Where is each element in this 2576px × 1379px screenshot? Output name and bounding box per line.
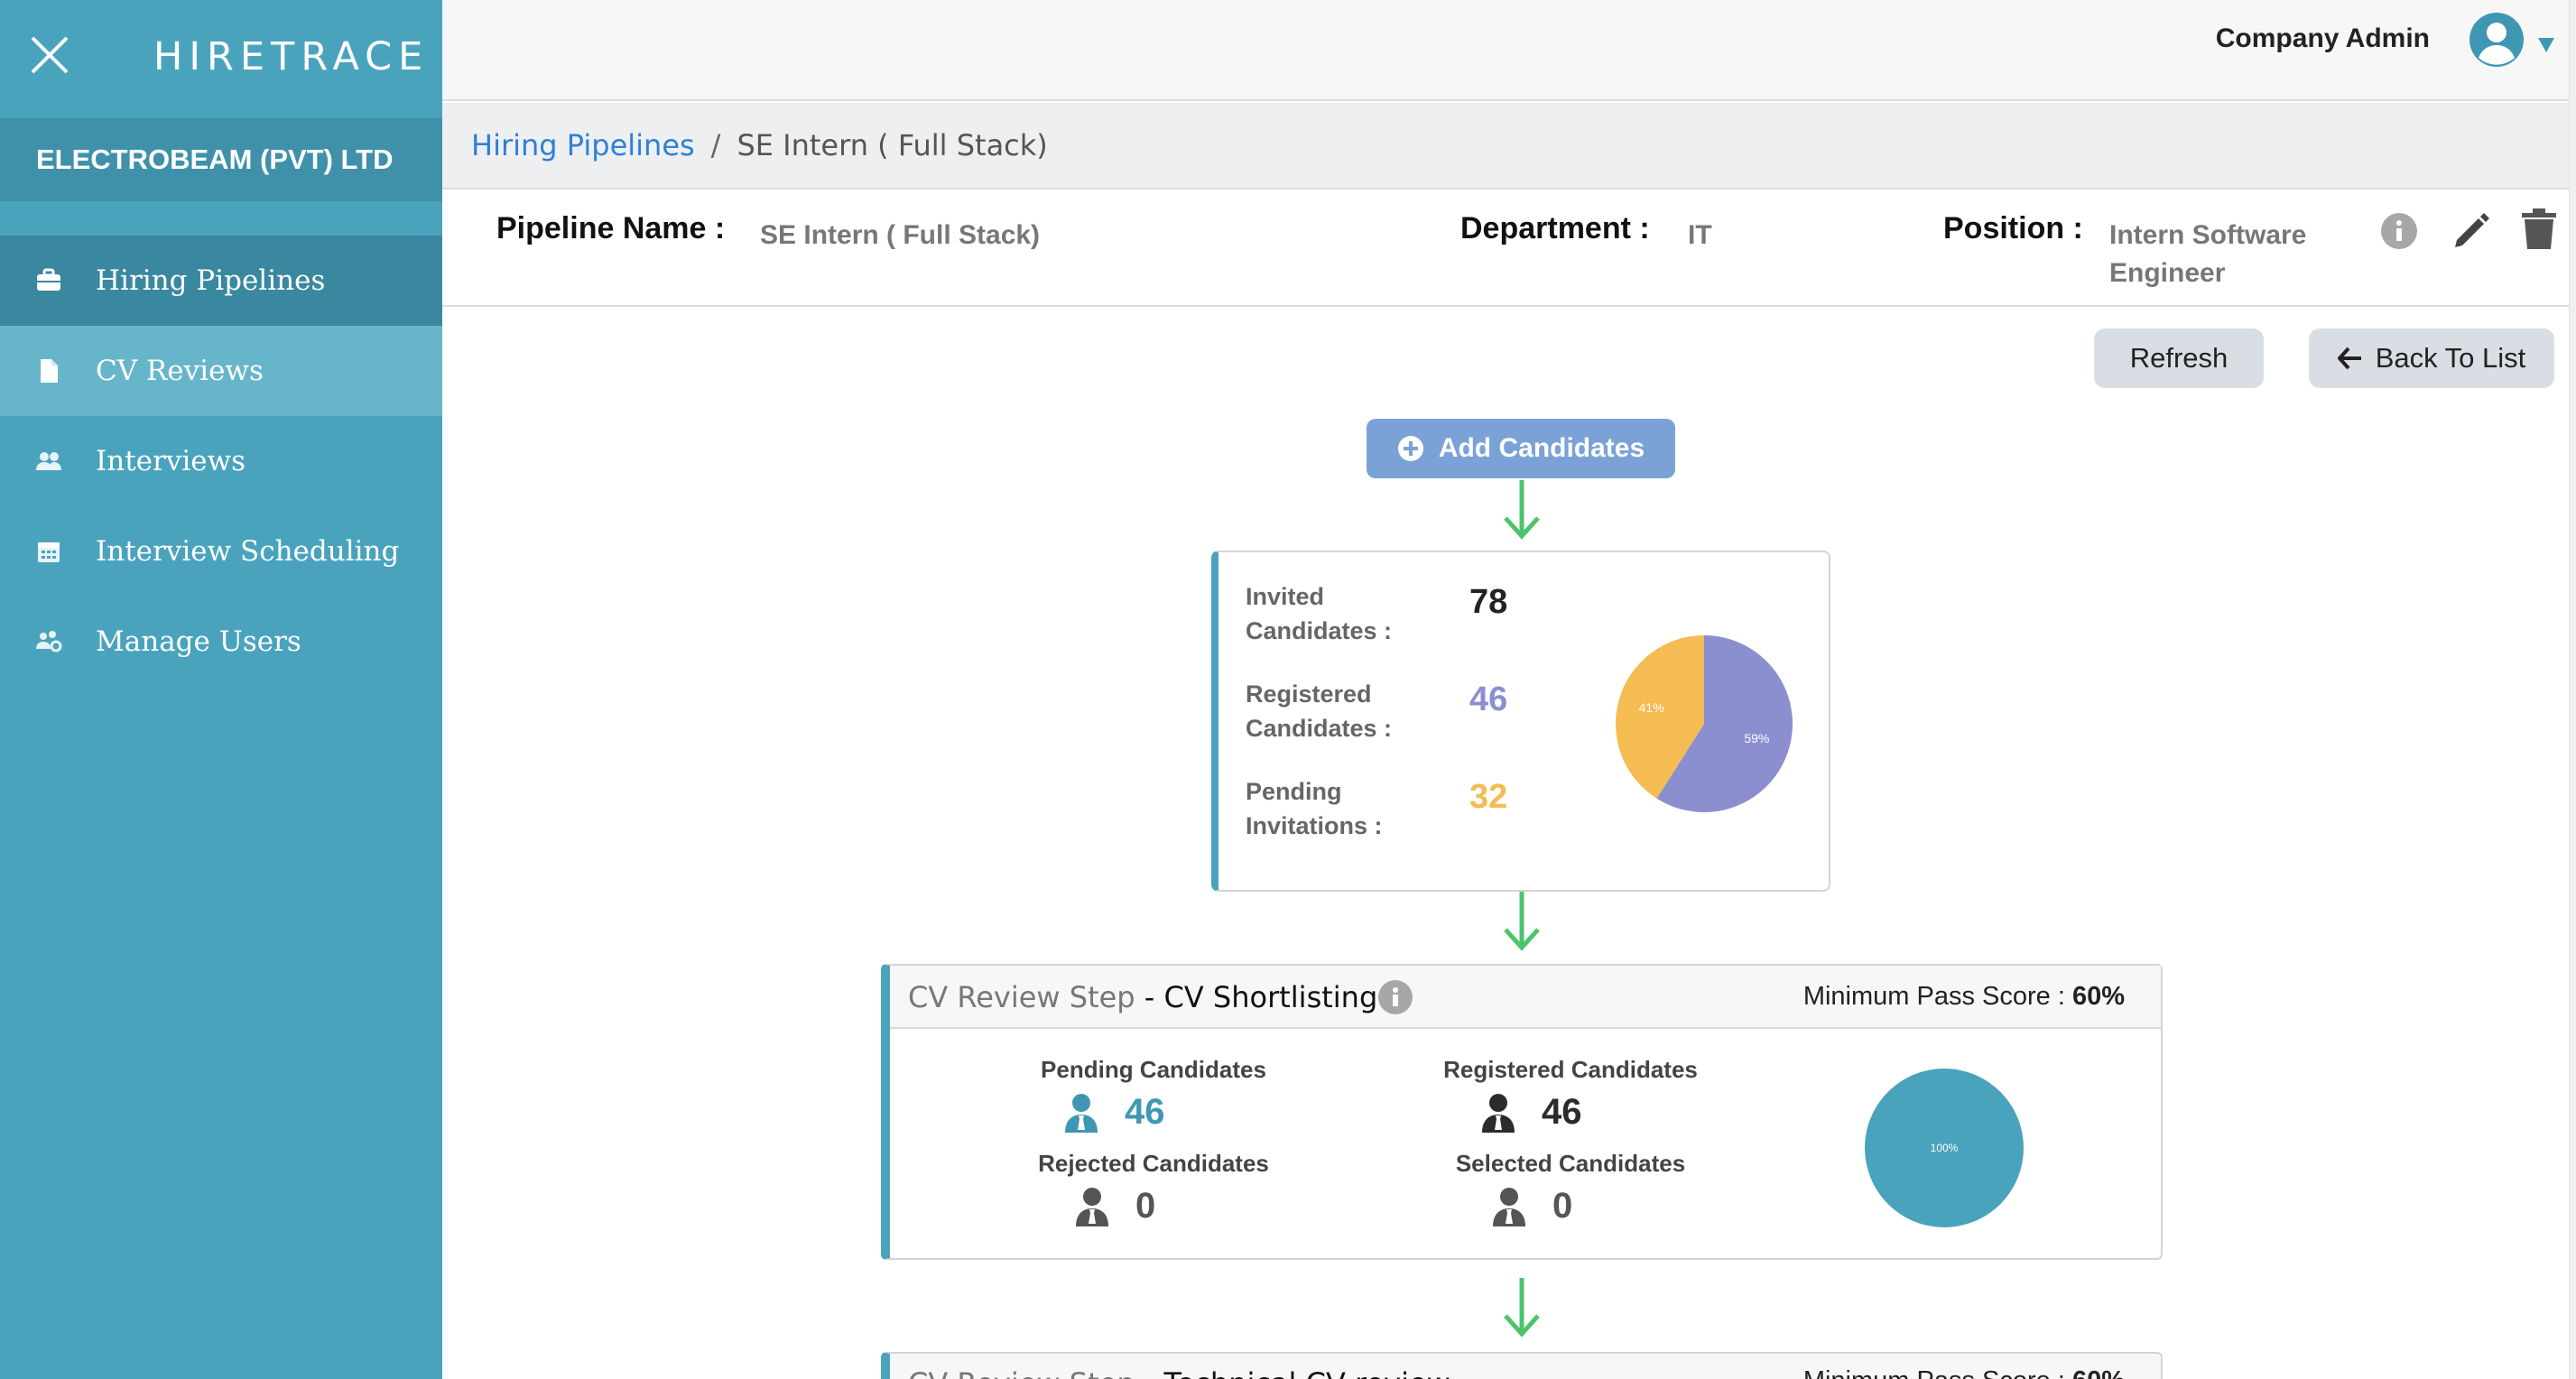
breadcrumb-link-hiring-pipelines[interactable]: Hiring Pipelines	[471, 128, 695, 162]
step-title: CV Review Step - Technical CV review	[908, 1366, 1450, 1379]
department-label: Department :	[1460, 211, 1650, 245]
pending-candidates-label: Pending Candidates	[1041, 1056, 1266, 1083]
add-candidates-label: Add Candidates	[1438, 433, 1645, 463]
selected-candidates-stat: 0	[1491, 1186, 1572, 1226]
sidebar-item-label: Interviews	[96, 445, 246, 477]
technical-cv-review-step-card: CV Review Step - Technical CV review Min…	[881, 1352, 2163, 1379]
rejected-candidates-label: Rejected Candidates	[1038, 1150, 1269, 1177]
user-avatar-icon[interactable]	[2468, 11, 2525, 69]
position-line-1: Intern Software	[2109, 220, 2307, 250]
sidebar-item-interviews[interactable]: Interviews	[0, 416, 442, 506]
refresh-button[interactable]: Refresh	[2094, 329, 2264, 388]
document-icon	[32, 355, 65, 387]
rejected-candidates-value: 0	[1135, 1186, 1156, 1226]
add-candidates-button[interactable]: Add Candidates	[1367, 419, 1675, 478]
pie-slice-pending-label: 41%	[1639, 700, 1664, 715]
pending-invitations-value: 32	[1469, 778, 1508, 816]
sidebar-item-manage-users[interactable]: Manage Users	[0, 597, 442, 687]
sidebar-item-label: Hiring Pipelines	[96, 264, 326, 297]
position-value: Intern Software Engineer	[2109, 217, 2306, 292]
briefcase-icon	[32, 264, 65, 297]
company-name: ELECTROBEAM (PVT) LTD	[0, 118, 442, 201]
top-bar: Company Admin	[442, 0, 2576, 101]
cv-review-step-card: CV Review Step - CV Shortlisting Minimum…	[881, 964, 2163, 1260]
sidebar-header: HIRETRACE	[0, 0, 442, 118]
back-to-list-button[interactable]: Back To List	[2309, 329, 2554, 388]
user-tie-icon	[1065, 1093, 1098, 1133]
flow-arrow-icon	[1504, 892, 1540, 951]
invited-candidates-value: 78	[1469, 583, 1508, 621]
sidebar-item-label: Interview Scheduling	[96, 535, 400, 568]
pending-candidates-stat: 46	[1063, 1092, 1165, 1133]
pie-slice-pending	[1616, 635, 1704, 799]
breadcrumb-separator: /	[710, 128, 721, 162]
position-label: Position :	[1943, 211, 2083, 245]
flow-arrow-icon	[1504, 480, 1540, 540]
sidebar-item-label: CV Reviews	[96, 355, 264, 387]
sidebar-item-hiring-pipelines[interactable]: Hiring Pipelines	[0, 236, 442, 326]
registered-candidates-label: Registered Candidates	[1443, 1056, 1698, 1083]
invited-candidates-label: Invited Candidates :	[1246, 583, 1393, 644]
user-name: Company Admin	[2215, 23, 2430, 53]
sidebar-item-label: Manage Users	[96, 625, 301, 658]
step-pie-label: 100%	[1931, 1142, 1959, 1154]
registered-candidates-stat: 46	[1480, 1092, 1582, 1133]
scrollbar[interactable]	[2569, 0, 2576, 1379]
user-tie-icon	[1482, 1093, 1515, 1133]
department-value: IT	[1688, 220, 1712, 250]
selected-candidates-value: 0	[1552, 1186, 1573, 1226]
trash-icon[interactable]	[2520, 208, 2558, 251]
close-icon[interactable]	[27, 32, 72, 78]
users-cog-icon	[32, 625, 65, 658]
pending-candidates-value: 46	[1125, 1092, 1165, 1132]
sidebar-item-cv-reviews[interactable]: CV Reviews	[0, 326, 442, 416]
sidebar-item-interview-scheduling[interactable]: Interview Scheduling	[0, 506, 442, 597]
sidebar: HIRETRACE ELECTROBEAM (PVT) LTD Hiring P…	[0, 0, 442, 1379]
chevron-down-icon[interactable]	[2536, 36, 2556, 54]
calendar-icon	[32, 535, 65, 568]
rejected-candidates-stat: 0	[1074, 1186, 1155, 1226]
user-tie-icon	[1076, 1187, 1108, 1226]
plus-circle-icon	[1397, 436, 1423, 461]
registered-candidates-label: Registered Candidates :	[1246, 680, 1393, 742]
step-title: CV Review Step - CV Shortlisting	[908, 980, 1378, 1014]
edit-pencil-icon[interactable]	[2451, 209, 2493, 251]
breadcrumb: Hiring Pipelines / SE Intern ( Full Stac…	[442, 103, 2569, 190]
registered-candidates-value: 46	[1469, 680, 1508, 718]
registered-candidates-value: 46	[1542, 1092, 1582, 1132]
minimum-pass-score: Minimum Pass Score : 60%	[1802, 982, 2125, 1011]
pie-slice-registered	[1656, 635, 1793, 812]
pie-slice-registered-label: 59%	[1744, 731, 1769, 745]
candidates-summary-card: Invited Candidates : 78 Registered Candida…	[1211, 551, 1830, 892]
step-pie-chart: 100%	[1865, 1069, 2024, 1227]
pending-invitations-label: Pending Invitations :	[1246, 778, 1383, 839]
breadcrumb-current: SE Intern ( Full Stack)	[737, 128, 1048, 162]
back-to-list-label: Back To List	[2375, 342, 2526, 374]
candidates-pie-chart: 59% 41%	[1616, 635, 1793, 812]
info-icon[interactable]	[1377, 979, 1413, 1015]
step-header: CV Review Step - CV Shortlisting Minimum…	[890, 966, 2161, 1029]
minimum-pass-score: Minimum Pass Score : 60%	[1803, 1366, 2125, 1379]
flow-arrow-icon	[1504, 1278, 1540, 1337]
position-line-2: Engineer	[2109, 258, 2226, 288]
selected-candidates-label: Selected Candidates	[1455, 1150, 1686, 1177]
app-logo: HIRETRACE	[153, 34, 430, 79]
user-tie-icon	[1493, 1187, 1525, 1226]
arrow-left-icon	[2337, 347, 2361, 370]
users-icon	[32, 445, 65, 477]
pipeline-name-value: SE Intern ( Full Stack)	[760, 220, 1041, 250]
pipeline-name-label: Pipeline Name :	[496, 211, 726, 245]
pipeline-info-bar: Pipeline Name : SE Intern ( Full Stack) …	[442, 190, 2569, 307]
info-icon[interactable]	[2379, 211, 2419, 251]
